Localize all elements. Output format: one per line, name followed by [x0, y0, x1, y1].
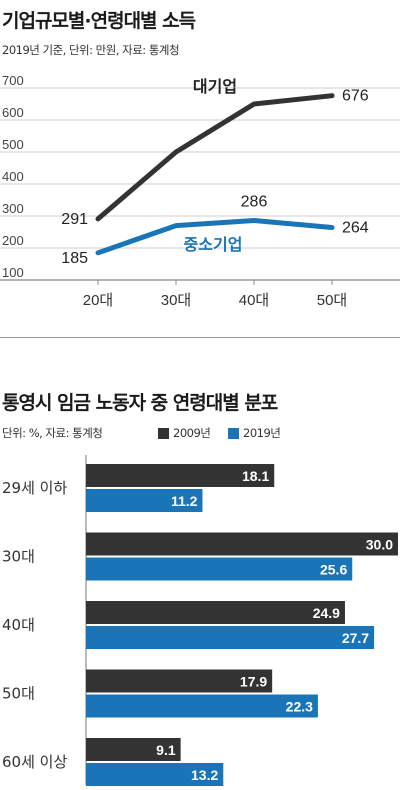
- series-label-1: 대기업: [193, 77, 237, 96]
- data-label: 286: [241, 193, 268, 210]
- bar: [86, 738, 181, 761]
- bar-value-label: 17.9: [240, 674, 267, 690]
- bar-value-label: 30.0: [366, 537, 393, 553]
- bar-chart-title: 통영시 임금 노동자 중 연령대별 분포: [2, 392, 278, 414]
- bar-value-label: 22.3: [286, 699, 313, 715]
- divider: [0, 337, 400, 338]
- line-chart: 700 600 500 400 300 200 100 20대 30대 40대 50대 291 676 대…: [0, 73, 400, 309]
- data-point: [96, 217, 100, 221]
- series-line-2: [95, 217, 335, 256]
- data-point: [174, 224, 178, 228]
- bar: [86, 669, 273, 693]
- data-point: [174, 150, 178, 154]
- bar: [86, 489, 203, 512]
- y-tick-label: 600: [2, 105, 24, 120]
- legend-label-2009: 2009년: [173, 426, 211, 440]
- bar-value-label: 24.9: [313, 605, 340, 621]
- legend-swatch-2019: [228, 427, 239, 439]
- category-label: 50대: [2, 685, 35, 703]
- bar-value-label: 25.6: [320, 562, 347, 578]
- y-tick-label: 700: [2, 73, 24, 88]
- category-label: 29세 이하: [2, 479, 67, 497]
- x-tick-label: 40대: [239, 292, 270, 309]
- legend-item-2019: 2019년: [228, 425, 281, 441]
- y-tick-label: 500: [2, 137, 24, 152]
- data-label: 185: [61, 250, 88, 267]
- bar: [86, 557, 353, 581]
- x-tick-label: 20대: [83, 292, 114, 309]
- bar: [86, 601, 345, 624]
- series-line-1: [95, 93, 335, 222]
- data-label: 264: [342, 220, 369, 237]
- bar-chart-subtitle: 단위: %, 자료: 통계청: [2, 426, 103, 440]
- bar-value-label: 9.1: [156, 742, 176, 758]
- legend-swatch-2009: [158, 427, 169, 439]
- y-tick-label: 300: [2, 201, 24, 216]
- y-tick-label: 100: [2, 265, 24, 280]
- bar-value-label: 13.2: [191, 767, 218, 783]
- data-point: [96, 251, 100, 255]
- category-label: 40대: [2, 616, 35, 634]
- bar: [86, 464, 275, 487]
- category-label: 60세 이상: [2, 753, 67, 771]
- data-label: 291: [61, 211, 88, 228]
- x-tick-label: 50대: [317, 292, 348, 309]
- bar: [86, 626, 375, 649]
- category-label: 30대: [2, 548, 35, 566]
- legend-item-2009: 2009년: [158, 425, 211, 441]
- bar-value-label: 11.2: [171, 493, 198, 509]
- x-tick-label: 30대: [161, 292, 192, 309]
- bar: [86, 763, 224, 786]
- y-tick-label: 200: [2, 233, 24, 248]
- bar: [86, 532, 398, 556]
- line-chart-subtitle: 2019년 기준, 단위: 만원, 자료: 통계청: [2, 43, 180, 57]
- line-chart-title: 기업규모별·연령대별 소득: [2, 10, 196, 32]
- data-point: [252, 102, 256, 106]
- bar: [86, 694, 318, 718]
- data-point: [330, 94, 334, 98]
- series-label-2: 중소기업: [184, 235, 243, 254]
- y-tick-label: 400: [2, 169, 24, 184]
- legend-label-2019: 2019년: [243, 426, 281, 440]
- data-point: [252, 218, 256, 222]
- bar-value-label: 27.7: [342, 630, 369, 646]
- data-point: [330, 226, 334, 230]
- bar-value-label: 18.1: [242, 468, 269, 484]
- data-label: 676: [342, 88, 369, 105]
- bar-chart: 29세 이하 18.1 11.2 30대 30.0 25.6 40대 24.927.7 50대 1…: [2, 455, 398, 786]
